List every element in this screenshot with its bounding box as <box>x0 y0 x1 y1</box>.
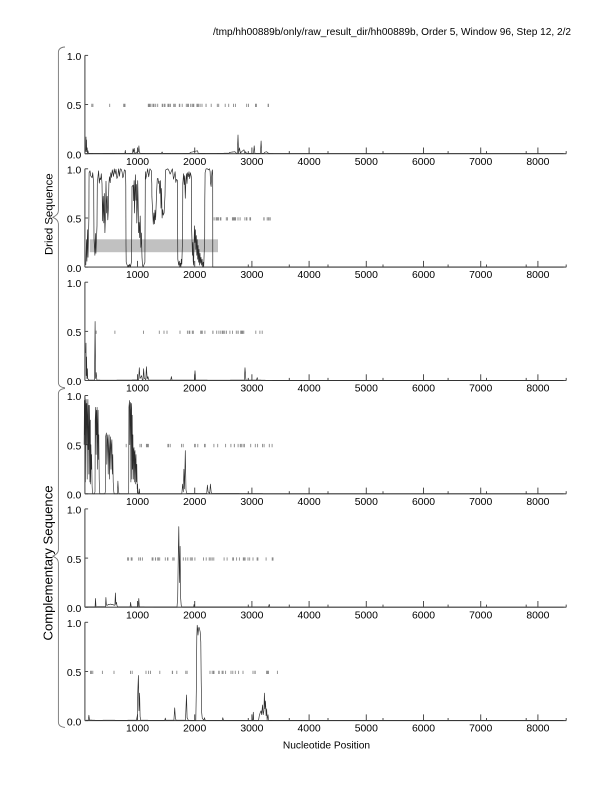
svg-text:4000: 4000 <box>298 270 321 281</box>
svg-text:4000: 4000 <box>298 497 321 508</box>
svg-text:8000: 8000 <box>526 384 549 395</box>
svg-text:8000: 8000 <box>526 157 549 168</box>
svg-text:5000: 5000 <box>355 384 378 395</box>
svg-text:7000: 7000 <box>469 497 492 508</box>
svg-text:3000: 3000 <box>240 157 263 168</box>
svg-text:2000: 2000 <box>183 270 206 281</box>
svg-text:4000: 4000 <box>298 724 321 735</box>
svg-text:0.5: 0.5 <box>67 215 82 226</box>
svg-text:Complementary Sequence: Complementary Sequence <box>41 485 56 640</box>
svg-text:0.5: 0.5 <box>67 441 82 452</box>
svg-text:1000: 1000 <box>126 497 149 508</box>
svg-text:4000: 4000 <box>298 610 321 621</box>
svg-text:4000: 4000 <box>298 157 321 168</box>
svg-text:Dried Sequence: Dried Sequence <box>43 173 55 255</box>
svg-text:2000: 2000 <box>183 610 206 621</box>
svg-text:2000: 2000 <box>183 724 206 735</box>
svg-text:1.0: 1.0 <box>67 52 82 63</box>
svg-text:0.0: 0.0 <box>67 150 82 161</box>
svg-text:2000: 2000 <box>183 497 206 508</box>
svg-text:1.0: 1.0 <box>67 279 82 290</box>
svg-text:0.0: 0.0 <box>67 717 82 728</box>
svg-text:1000: 1000 <box>126 724 149 735</box>
svg-text:0.5: 0.5 <box>67 555 82 566</box>
svg-text:0.5: 0.5 <box>67 101 82 112</box>
svg-text:6000: 6000 <box>412 610 435 621</box>
svg-text:1000: 1000 <box>126 157 149 168</box>
svg-text:3000: 3000 <box>240 610 263 621</box>
svg-text:5000: 5000 <box>355 270 378 281</box>
svg-text:0.0: 0.0 <box>67 604 82 615</box>
svg-text:7000: 7000 <box>469 157 492 168</box>
svg-text:8000: 8000 <box>526 497 549 508</box>
svg-text:3000: 3000 <box>240 270 263 281</box>
svg-text:/tmp/hh00889b/only/raw_result_: /tmp/hh00889b/only/raw_result_dir/hh0088… <box>213 27 571 38</box>
svg-text:5000: 5000 <box>355 497 378 508</box>
svg-text:6000: 6000 <box>412 157 435 168</box>
svg-text:1.0: 1.0 <box>67 392 82 403</box>
svg-text:3000: 3000 <box>240 497 263 508</box>
svg-text:0.0: 0.0 <box>67 491 82 502</box>
svg-text:3000: 3000 <box>240 384 263 395</box>
svg-text:6000: 6000 <box>412 270 435 281</box>
svg-text:1000: 1000 <box>126 270 149 281</box>
svg-text:3000: 3000 <box>240 724 263 735</box>
svg-text:5000: 5000 <box>355 157 378 168</box>
svg-text:1.0: 1.0 <box>67 166 82 177</box>
svg-text:6000: 6000 <box>412 384 435 395</box>
svg-text:7000: 7000 <box>469 270 492 281</box>
svg-text:7000: 7000 <box>469 724 492 735</box>
svg-text:5000: 5000 <box>355 610 378 621</box>
svg-text:6000: 6000 <box>412 724 435 735</box>
svg-text:7000: 7000 <box>469 384 492 395</box>
svg-text:7000: 7000 <box>469 610 492 621</box>
svg-text:2000: 2000 <box>183 384 206 395</box>
svg-text:1.0: 1.0 <box>67 619 82 630</box>
svg-text:0.0: 0.0 <box>67 264 82 275</box>
svg-text:0.5: 0.5 <box>67 668 82 679</box>
svg-text:Nucleotide Position: Nucleotide Position <box>283 741 370 752</box>
svg-text:0.0: 0.0 <box>67 377 82 388</box>
svg-text:5000: 5000 <box>355 724 378 735</box>
svg-text:1000: 1000 <box>126 384 149 395</box>
svg-text:8000: 8000 <box>526 610 549 621</box>
svg-text:6000: 6000 <box>412 497 435 508</box>
svg-text:2000: 2000 <box>183 157 206 168</box>
svg-text:4000: 4000 <box>298 384 321 395</box>
svg-text:8000: 8000 <box>526 724 549 735</box>
svg-text:1000: 1000 <box>126 610 149 621</box>
svg-text:8000: 8000 <box>526 270 549 281</box>
svg-text:0.5: 0.5 <box>67 328 82 339</box>
svg-text:1.0: 1.0 <box>67 506 82 517</box>
